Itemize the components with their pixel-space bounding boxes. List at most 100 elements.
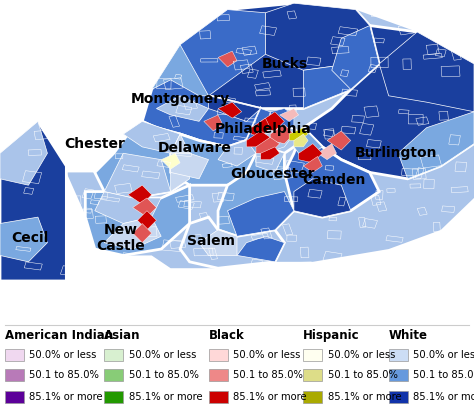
Bar: [63, 82, 80, 92]
Polygon shape: [280, 108, 299, 122]
Bar: [325, 165, 334, 171]
Text: 85.1% or more: 85.1% or more: [129, 392, 202, 402]
Bar: [272, 168, 292, 180]
Bar: [201, 59, 218, 62]
Bar: [448, 239, 462, 251]
Polygon shape: [270, 124, 294, 144]
Text: Montgomery: Montgomery: [130, 92, 230, 106]
Bar: [26, 103, 37, 112]
Bar: [424, 179, 434, 189]
Polygon shape: [152, 45, 209, 96]
Bar: [352, 115, 365, 122]
Bar: [142, 171, 160, 178]
Bar: [366, 140, 381, 148]
Bar: [314, 267, 327, 273]
Bar: [287, 11, 297, 19]
Bar: [76, 73, 91, 79]
Bar: [81, 117, 96, 127]
Bar: [158, 49, 166, 59]
Bar: [151, 21, 170, 30]
Bar: [29, 47, 46, 56]
Bar: [171, 14, 186, 21]
Bar: [242, 46, 257, 55]
FancyBboxPatch shape: [104, 391, 123, 403]
Bar: [218, 216, 229, 224]
Text: 50.0% or less: 50.0% or less: [328, 349, 395, 360]
Bar: [115, 154, 123, 159]
Bar: [329, 217, 337, 221]
Polygon shape: [246, 108, 270, 140]
Bar: [199, 213, 209, 219]
Text: 50.1 to 85.0%: 50.1 to 85.0%: [29, 370, 99, 380]
FancyBboxPatch shape: [5, 369, 24, 381]
Text: American Indian: American Indian: [5, 330, 113, 342]
Text: Burlington: Burlington: [355, 146, 437, 160]
Polygon shape: [318, 144, 337, 159]
FancyBboxPatch shape: [389, 369, 408, 381]
Bar: [122, 253, 131, 258]
Bar: [255, 156, 274, 164]
Bar: [51, 129, 65, 139]
Bar: [83, 208, 91, 213]
Polygon shape: [294, 134, 308, 147]
Bar: [233, 270, 245, 275]
Text: 50.1 to 85.0%: 50.1 to 85.0%: [413, 370, 474, 380]
Bar: [263, 70, 281, 78]
Bar: [94, 102, 104, 106]
Bar: [332, 47, 349, 54]
Bar: [24, 262, 42, 270]
Polygon shape: [218, 147, 294, 236]
FancyBboxPatch shape: [5, 349, 24, 360]
Polygon shape: [156, 96, 209, 122]
Polygon shape: [332, 26, 379, 89]
Bar: [70, 196, 81, 204]
Bar: [283, 160, 304, 173]
Bar: [217, 192, 234, 201]
Bar: [169, 115, 180, 127]
Text: Philadelphia: Philadelphia: [215, 122, 311, 136]
Polygon shape: [228, 192, 294, 236]
Bar: [121, 14, 133, 25]
Bar: [195, 235, 202, 244]
Bar: [376, 202, 387, 211]
Polygon shape: [398, 112, 474, 179]
Text: 85.1% or more: 85.1% or more: [29, 392, 103, 402]
Polygon shape: [171, 134, 265, 185]
Bar: [138, 227, 157, 237]
Bar: [222, 163, 232, 168]
Bar: [451, 49, 461, 60]
Bar: [175, 194, 194, 202]
Bar: [63, 86, 79, 97]
Polygon shape: [218, 51, 237, 67]
Bar: [59, 33, 73, 44]
Bar: [374, 38, 384, 43]
Text: Asian: Asian: [104, 330, 141, 342]
Bar: [409, 115, 423, 124]
Polygon shape: [256, 137, 280, 153]
Bar: [21, 96, 32, 107]
Polygon shape: [161, 153, 180, 169]
Text: Gloucester: Gloucester: [230, 167, 315, 181]
Bar: [423, 253, 434, 263]
Polygon shape: [180, 3, 379, 108]
Bar: [284, 197, 298, 201]
Polygon shape: [303, 157, 322, 172]
Text: 50.0% or less: 50.0% or less: [233, 349, 301, 360]
Text: 50.1 to 85.0%: 50.1 to 85.0%: [328, 370, 398, 380]
Bar: [175, 152, 191, 157]
Bar: [328, 231, 341, 239]
Polygon shape: [246, 131, 270, 147]
Polygon shape: [142, 45, 275, 147]
Bar: [251, 233, 268, 240]
Polygon shape: [133, 198, 156, 217]
FancyBboxPatch shape: [303, 391, 322, 403]
Bar: [433, 222, 440, 232]
Bar: [455, 162, 467, 172]
Bar: [52, 35, 70, 45]
Bar: [226, 98, 236, 103]
Polygon shape: [261, 112, 284, 131]
Polygon shape: [289, 128, 308, 140]
Polygon shape: [284, 128, 379, 217]
Bar: [157, 78, 171, 89]
Bar: [255, 83, 271, 90]
